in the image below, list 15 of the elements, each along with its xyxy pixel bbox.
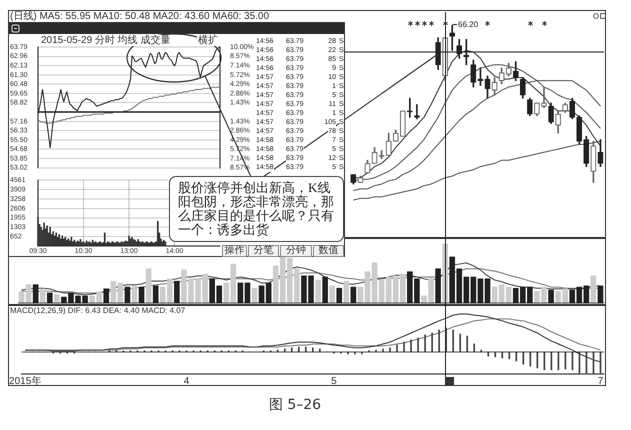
annotation: 66.20 (458, 20, 478, 29)
caption: 图 5–26 (268, 397, 322, 413)
tab-button: 数值 (313, 245, 344, 257)
x-tick-label: 4 (184, 376, 190, 387)
x-tick-label: 5 (331, 376, 338, 387)
x-tick-label: 7 (598, 376, 604, 387)
tab-button: 分笔 (248, 245, 279, 257)
chart-title: 2015-05-29 分时 均线 成交量 (40, 35, 172, 46)
x-tick-label: 2015年 (9, 374, 42, 387)
chart-title: MACD(12,26,9) DIF: 6.43 DEA: 4.40 MACD: 4.07 (10, 306, 186, 315)
tab-button: 操作 (222, 245, 247, 257)
callout-box: 股价涨停并创出新高，K线阳包阴，形态非常漂亮，那么庄家目的是什么呢？只有一个：诱多出货 (169, 176, 344, 242)
tab-button: 分钟 (280, 245, 312, 257)
chart-title: (日线) MA5: 55.95 MA10: 50.48 MA20: 43.60 MA60: 35.00 (10, 11, 270, 22)
annotation: 横扩 (197, 35, 219, 46)
